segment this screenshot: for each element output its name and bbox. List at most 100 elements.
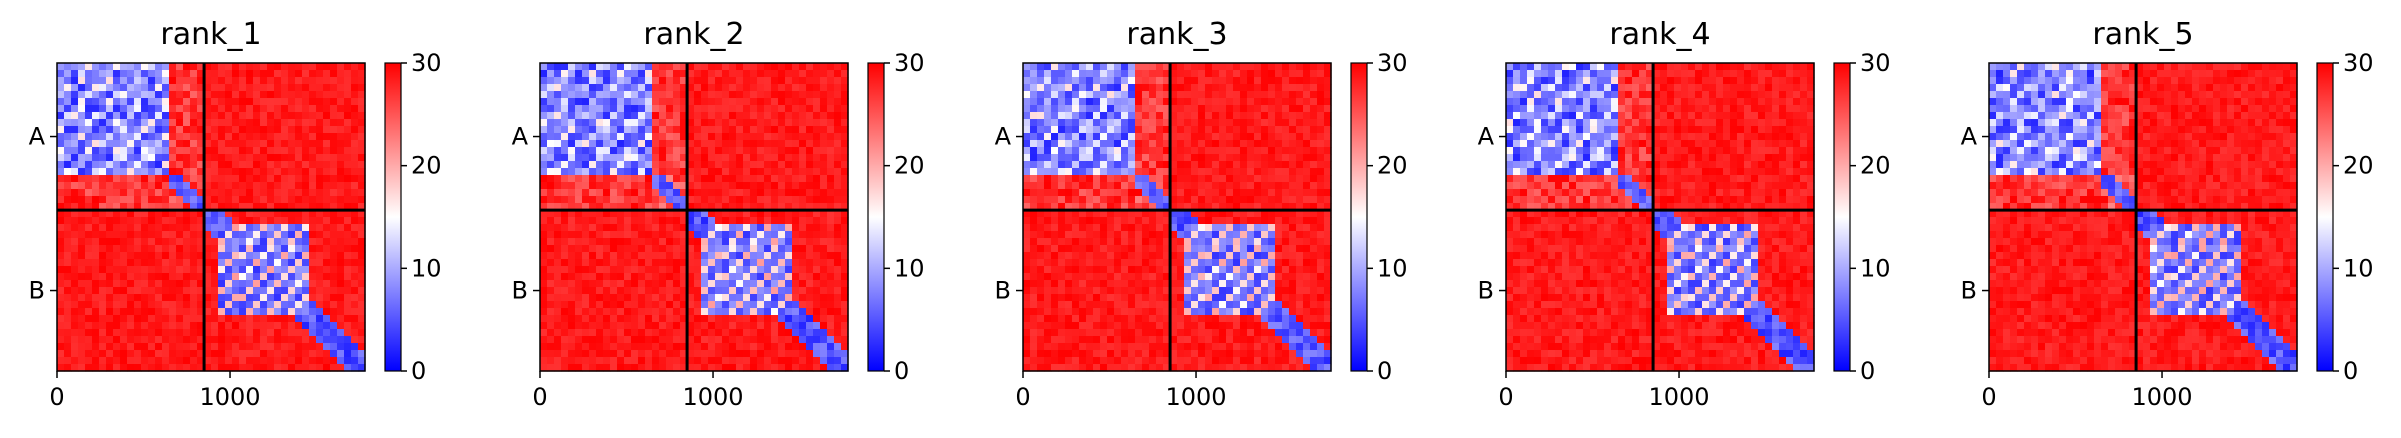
heatmap-cell	[638, 133, 646, 141]
heatmap-cell	[1289, 168, 1297, 176]
heatmap-cell	[190, 329, 198, 337]
heatmap-cell	[316, 147, 324, 155]
heatmap-cell	[281, 98, 289, 106]
heatmap-cell	[1072, 140, 1080, 148]
heatmap-cell	[267, 343, 275, 351]
heatmap-cell	[1107, 98, 1115, 106]
heatmap-cell	[1184, 147, 1192, 155]
heatmap-cell	[1275, 84, 1283, 92]
heatmap-cell	[729, 133, 737, 141]
heatmap-cell	[603, 203, 611, 211]
heatmap-cell	[57, 126, 65, 134]
heatmap-cell	[141, 126, 149, 134]
heatmap-cell	[232, 287, 240, 295]
heatmap-cell	[764, 105, 772, 113]
heatmap-cell	[582, 133, 590, 141]
heatmap-cell	[281, 105, 289, 113]
heatmap-cell	[64, 175, 72, 183]
heatmap-cell	[1079, 140, 1087, 148]
heatmap-cell	[820, 266, 828, 274]
heatmap-cell	[736, 294, 744, 302]
heatmap-cell	[687, 63, 695, 71]
heatmap-cell	[540, 175, 548, 183]
heatmap-cell	[1282, 91, 1290, 99]
heatmap-cell	[1023, 63, 1031, 71]
heatmap-cell	[750, 238, 758, 246]
heatmap-cell	[722, 273, 730, 281]
heatmap-cell	[1135, 203, 1143, 211]
heatmap-cell	[1058, 196, 1066, 204]
heatmap-cell	[1296, 175, 1304, 183]
heatmap-cell	[1268, 126, 1276, 134]
heatmap-cell	[659, 70, 667, 78]
heatmap-cell	[351, 182, 359, 190]
heatmap-cell	[1240, 168, 1248, 176]
heatmap-cell	[645, 140, 653, 148]
heatmap-cell	[1149, 133, 1157, 141]
heatmap-cell	[197, 343, 205, 351]
heatmap-cell	[778, 196, 786, 204]
heatmap-cell	[547, 161, 555, 169]
heatmap-cell	[71, 350, 79, 358]
heatmap-cell	[659, 77, 667, 85]
heatmap-cell	[820, 273, 828, 281]
heatmap-cell	[666, 252, 674, 260]
heatmap-cell	[1275, 70, 1283, 78]
heatmap-cell	[799, 133, 807, 141]
heatmap-cell	[1093, 161, 1101, 169]
heatmap-cell	[729, 224, 737, 232]
heatmap-cell	[778, 231, 786, 239]
heatmap-cell	[1205, 63, 1213, 71]
heatmap-cell	[568, 147, 576, 155]
heatmap-cell	[617, 252, 625, 260]
heatmap-cell	[799, 168, 807, 176]
heatmap-cell	[596, 175, 604, 183]
heatmap-cell	[708, 308, 716, 316]
heatmap-cell	[785, 301, 793, 309]
heatmap-cell	[540, 245, 548, 253]
heatmap-cell	[666, 154, 674, 162]
heatmap-cell	[799, 301, 807, 309]
heatmap-cell	[596, 98, 604, 106]
heatmap-cell	[155, 91, 163, 99]
heatmap-cell	[246, 154, 254, 162]
heatmap-cell	[610, 168, 618, 176]
heatmap-cell	[1198, 119, 1206, 127]
heatmap-cell	[722, 252, 730, 260]
heatmap-cell	[183, 315, 191, 323]
heatmap-cell	[64, 161, 72, 169]
heatmap-cell	[715, 259, 723, 267]
heatmap-cell	[841, 77, 849, 85]
heatmap-cell	[1093, 189, 1101, 197]
heatmap-cell	[302, 364, 310, 372]
heatmap-cell	[1247, 140, 1255, 148]
heatmap-cell	[680, 259, 688, 267]
heatmap-cell	[92, 315, 100, 323]
heatmap-cell	[1023, 105, 1031, 113]
heatmap-cell	[218, 364, 226, 372]
heatmap-cell	[64, 196, 72, 204]
heatmap-cell	[134, 357, 142, 365]
heatmap-cell	[358, 315, 366, 323]
heatmap-cell	[281, 217, 289, 225]
heatmap-cell	[1037, 77, 1045, 85]
heatmap-cell	[351, 280, 359, 288]
heatmap-cell	[568, 140, 576, 148]
heatmap-cell	[610, 266, 618, 274]
heatmap-cell	[78, 182, 86, 190]
heatmap-cell	[1268, 119, 1276, 127]
heatmap-cell	[1128, 210, 1136, 218]
heatmap-cell	[729, 210, 737, 218]
heatmap-cell	[778, 322, 786, 330]
heatmap-cell	[638, 287, 646, 295]
heatmap-cell	[799, 126, 807, 134]
heatmap-cell	[589, 182, 597, 190]
heatmap-cell	[253, 273, 261, 281]
heatmap-cell	[1135, 105, 1143, 113]
heatmap-cell	[211, 357, 219, 365]
heatmap-cell	[806, 322, 814, 330]
heatmap-cell	[1233, 147, 1241, 155]
heatmap-cell	[267, 126, 275, 134]
heatmap-cell	[1114, 196, 1122, 204]
heatmap-cell	[1261, 189, 1269, 197]
